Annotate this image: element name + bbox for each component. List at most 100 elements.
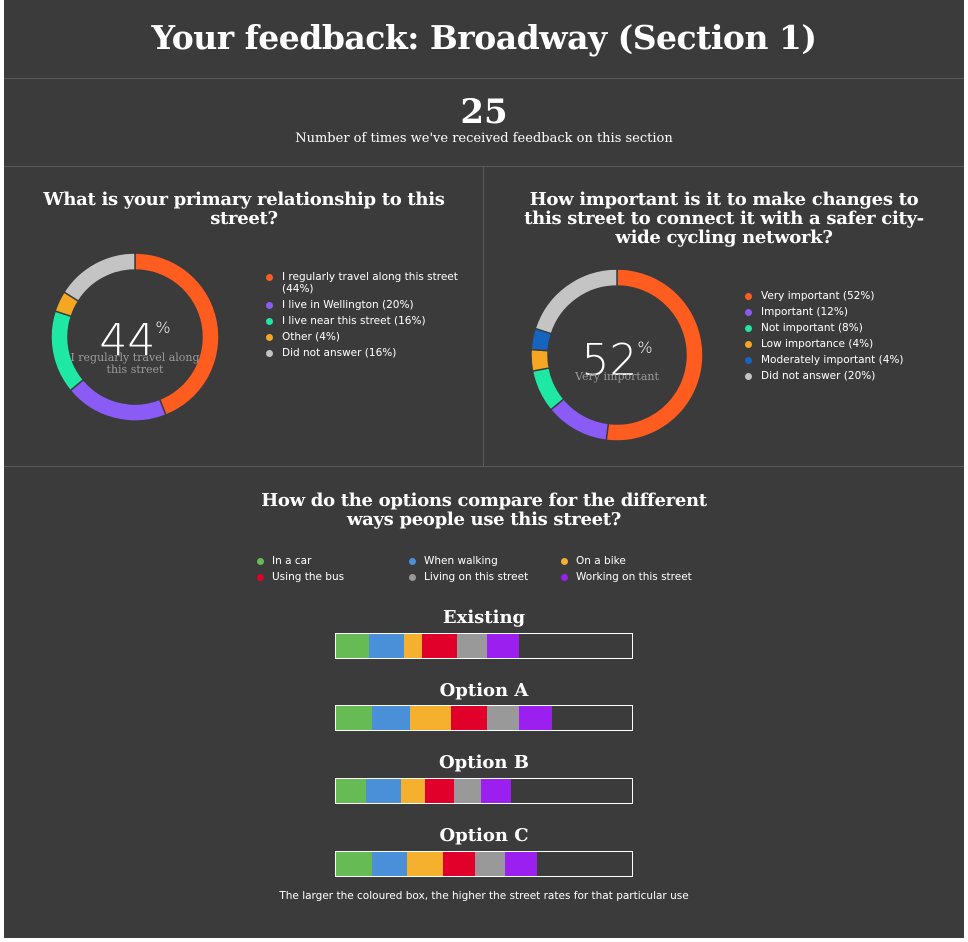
legend-label: Other (4%) — [282, 331, 341, 343]
option-bar-segment — [424, 779, 455, 803]
relationship-legend-item: I live in Wellington (20%) — [266, 299, 466, 311]
option-title: Existing — [442, 607, 526, 628]
divider — [4, 466, 964, 467]
legend-label: When walking — [424, 555, 498, 567]
relationship-legend-item: Other (4%) — [266, 331, 466, 343]
comparison-legend-item: On a bike — [561, 555, 626, 567]
option-bar-segment — [365, 779, 402, 803]
legend-dot-icon — [257, 574, 264, 581]
feedback-count-label: Number of times we've received feedback … — [295, 131, 673, 146]
importance-legend-item: Did not answer (20%) — [745, 370, 945, 382]
legend-label: Not important (8%) — [761, 322, 863, 334]
option-bar-segment — [421, 634, 458, 658]
legend-dot-icon — [266, 274, 273, 281]
legend-label: On a bike — [576, 555, 626, 567]
legend-dot-icon — [745, 373, 752, 380]
option-bar-segment — [401, 779, 425, 803]
option-bar-segment — [454, 779, 481, 803]
importance-legend-item: Low importance (4%) — [745, 338, 945, 350]
legend-dot-icon — [266, 350, 273, 357]
comparison-legend-item: In a car — [257, 555, 311, 567]
legend-label: I live in Wellington (20%) — [282, 299, 414, 311]
relationship-donut-chart — [50, 252, 220, 422]
option-title: Option B — [439, 752, 529, 773]
legend-label: Did not answer (20%) — [761, 370, 876, 382]
importance-question: How important is it to make changes to t… — [524, 189, 924, 248]
option-bar-segment — [407, 852, 443, 876]
option-bar-segment — [519, 706, 553, 730]
option-bar — [335, 851, 633, 877]
option-bar-segment — [409, 706, 452, 730]
option-bar-segment — [336, 706, 372, 730]
importance-legend: Very important (52%) Important (12%) Not i… — [745, 290, 945, 386]
option-bar-segment — [371, 852, 408, 876]
option-bar-segment — [451, 706, 487, 730]
option-title: Option A — [439, 680, 529, 701]
option-bar-segment — [481, 779, 511, 803]
comparison-legend-item: Living on this street — [409, 571, 528, 583]
page-title: Your feedback: Broadway (Section 1) — [151, 18, 818, 57]
legend-dot-icon — [745, 341, 752, 348]
importance-slice — [549, 397, 610, 442]
comparison-note: The larger the coloured box, the higher … — [279, 890, 689, 902]
option-bar-segment — [404, 634, 422, 658]
relationship-legend-item: Did not answer (16%) — [266, 347, 466, 359]
option-bar — [335, 778, 633, 804]
option-title: Option C — [439, 825, 529, 846]
importance-legend-item: Very important (52%) — [745, 290, 945, 302]
option-bar-segment — [486, 634, 520, 658]
option-bar-segment — [457, 634, 487, 658]
legend-dot-icon — [266, 318, 273, 325]
importance-center-value: 52% — [581, 335, 653, 386]
comparison-legend: In a car When walking On a bike Using the b… — [257, 555, 717, 589]
legend-label: Important (12%) — [761, 306, 848, 318]
importance-legend-item: Important (12%) — [745, 306, 945, 318]
legend-label: I live near this street (16%) — [282, 315, 426, 327]
importance-center-label: Very important — [575, 370, 659, 383]
option-bar — [335, 705, 633, 731]
comparison-legend-item: Working on this street — [561, 571, 692, 583]
relationship-center-label: I regularly travel along this street — [70, 351, 200, 376]
option-bar-segment — [371, 706, 410, 730]
option-bar-segment — [475, 852, 505, 876]
legend-dot-icon — [409, 574, 416, 581]
legend-dot-icon — [409, 558, 416, 565]
option-bar-segment — [368, 634, 405, 658]
option-bar-segment — [336, 634, 369, 658]
importance-slice — [534, 268, 618, 335]
relationship-question: What is your primary relationship to thi… — [43, 189, 445, 229]
divider — [483, 166, 484, 466]
option-bar — [335, 633, 633, 659]
relationship-center-value: 44% — [99, 315, 171, 366]
legend-dot-icon — [266, 334, 273, 341]
legend-dot-icon — [257, 558, 264, 565]
relationship-legend-item: I live near this street (16%) — [266, 315, 466, 327]
divider — [4, 166, 964, 167]
importance-donut-chart — [530, 268, 704, 442]
relationship-legend-item: I regularly travel along this street (44… — [266, 271, 466, 295]
relationship-slice — [69, 378, 167, 422]
legend-label: I regularly travel along this street (44… — [282, 271, 458, 295]
feedback-panel: Your feedback: Broadway (Section 1) 25 N… — [4, 0, 964, 938]
comparison-question: How do the options compare for the diffe… — [261, 490, 707, 530]
legend-dot-icon — [561, 558, 568, 565]
comparison-legend-item: Using the bus — [257, 571, 344, 583]
legend-dot-icon — [745, 357, 752, 364]
feedback-count: 25 — [460, 92, 508, 132]
legend-dot-icon — [266, 302, 273, 309]
importance-legend-item: Moderately important (4%) — [745, 354, 945, 366]
divider — [4, 78, 964, 79]
legend-label: Did not answer (16%) — [282, 347, 397, 359]
legend-dot-icon — [561, 574, 568, 581]
option-bar-segment — [336, 779, 366, 803]
comparison-legend-item: When walking — [409, 555, 498, 567]
relationship-slice — [63, 252, 136, 303]
legend-dot-icon — [745, 309, 752, 316]
legend-dot-icon — [745, 325, 752, 332]
legend-label: In a car — [272, 555, 312, 567]
legend-label: Low importance (4%) — [761, 338, 874, 350]
relationship-legend: I regularly travel along this street (44… — [266, 271, 466, 363]
legend-label: Very important (52%) — [761, 290, 875, 302]
option-bar-segment — [336, 852, 372, 876]
legend-label: Working on this street — [576, 571, 692, 583]
